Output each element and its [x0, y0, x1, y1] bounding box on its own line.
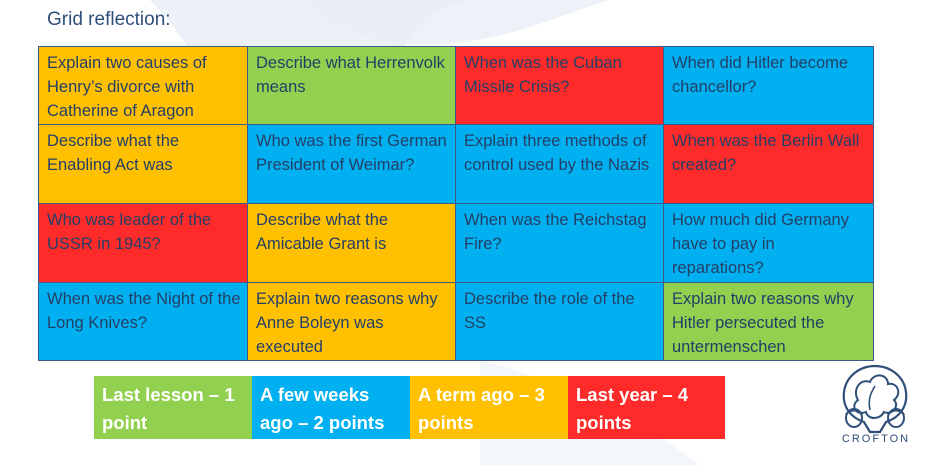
grid-cell: Explain two reasons why Anne Boleyn was … — [248, 283, 456, 360]
legend-last-lesson: Last lesson – 1 point — [94, 376, 252, 439]
legend-few-weeks: A few weeks ago – 2 points — [252, 376, 410, 439]
grid-cell: Explain three methods of control used by… — [456, 125, 664, 204]
grid-cell: When was the Cuban Missile Crisis? — [456, 47, 664, 125]
grid-cell: When was the Berlin Wall created? — [664, 125, 873, 204]
grid-cell: When did Hitler become chancellor? — [664, 47, 873, 125]
grid-cell: Explain two causes of Henry’s divorce wi… — [39, 47, 248, 125]
grid-cell: Explain two reasons why Hitler persecute… — [664, 283, 873, 360]
grid-cell: When was the Reichstag Fire? — [456, 204, 664, 283]
question-grid: Explain two causes of Henry’s divorce wi… — [38, 46, 874, 361]
school-logo-name: CROFTON — [841, 433, 911, 445]
grid-cell: Who was the first German President of We… — [248, 125, 456, 204]
grid-cell: Describe what the Enabling Act was — [39, 125, 248, 204]
grid-cell: Describe the role of the SS — [456, 283, 664, 360]
grid-cell: When was the Night of the Long Knives? — [39, 283, 248, 360]
legend-last-year: Last year – 4 points — [568, 376, 725, 439]
legend-term-ago: A term ago – 3 points — [410, 376, 568, 439]
grid-cell: Who was leader of the USSR in 1945? — [39, 204, 248, 283]
grid-cell: How much did Germany have to pay in repa… — [664, 204, 873, 283]
grid-cell: Describe what Herrenvolk means — [248, 47, 456, 125]
page-title: Grid reflection: — [47, 9, 171, 30]
points-legend: Last lesson – 1 point A few weeks ago – … — [94, 376, 725, 439]
grid-cell: Describe what the Amicable Grant is — [248, 204, 456, 283]
oak-leaf-acorn-crest-icon — [842, 364, 908, 434]
